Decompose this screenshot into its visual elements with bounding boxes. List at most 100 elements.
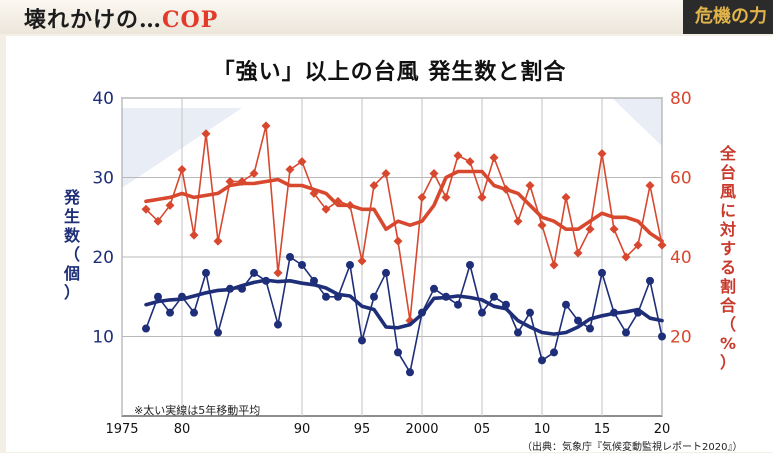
ratio-point [573, 248, 583, 258]
x-tick-label: 90 [294, 422, 311, 437]
count-point [190, 308, 198, 317]
x-tick-label: 05 [474, 422, 491, 437]
x-tick-label: 95 [354, 422, 371, 437]
count-point [154, 292, 162, 301]
right-tick-label: 80 [670, 89, 692, 109]
count-point [550, 348, 558, 357]
ratio-point [633, 240, 643, 250]
ratio-point [369, 180, 379, 190]
count-point [382, 268, 390, 277]
count-point [646, 276, 654, 285]
count-point [430, 284, 438, 293]
ratio-point [489, 153, 499, 163]
count-point [562, 300, 570, 309]
count-point [454, 300, 462, 309]
ratio-point [273, 268, 283, 278]
ratio-point [645, 180, 655, 190]
count-point [526, 308, 534, 317]
x-tick-label: 10 [534, 422, 551, 437]
headline: 壊れかけの…COP [24, 2, 218, 34]
ratio-point [357, 256, 367, 266]
x-tick-label: 80 [174, 422, 191, 437]
backdrop-shape [612, 98, 662, 146]
chart-title: 「強い」以上の台風 発生数と割合 [212, 60, 567, 85]
ratio-point [417, 192, 427, 202]
ratio-point [477, 192, 487, 202]
headline-main: 壊れかけの… [24, 7, 163, 33]
ratio-point [465, 157, 475, 167]
count-point [274, 320, 282, 329]
typhoon-chart: 1975 80 90 95 2000 05 10 15 20 10 20 30 40 20 40 60 80 [92, 89, 692, 437]
ratio-point [321, 204, 331, 214]
count-point [658, 332, 666, 341]
headline-accent: COP [162, 7, 219, 33]
ratio-point [657, 240, 667, 250]
ratio-point [213, 236, 223, 246]
ratio-point [597, 149, 607, 159]
count-point [622, 328, 630, 337]
x-tick-label: 1975 [105, 422, 138, 437]
count-point [202, 268, 210, 277]
count-point [346, 260, 354, 269]
count-point [490, 292, 498, 301]
annual-series-line [145, 256, 663, 374]
chart-note: ※太い実線は5年移動平均 [134, 404, 261, 417]
ratio-point [441, 192, 451, 202]
count-point [370, 292, 378, 301]
count-point [586, 324, 594, 333]
right-axis-label: 全台風に対する割合（%） [719, 144, 737, 372]
ratio-point [153, 216, 163, 226]
count-point [574, 316, 582, 325]
count-point [214, 328, 222, 337]
ratio-point [621, 252, 631, 262]
ratio-point [561, 192, 571, 202]
moving-average-line [144, 278, 664, 336]
count-point [298, 260, 306, 269]
left-tick-label: 20 [92, 248, 114, 268]
chart-source: （出典：気象庁『気候変動監視レポート2020』） [522, 442, 743, 453]
count-point [286, 253, 294, 261]
count-point [166, 308, 174, 317]
corner-banner [683, 0, 773, 34]
ratio-point [537, 220, 547, 230]
count-point [514, 328, 522, 337]
count-point [394, 348, 402, 357]
ratio-point [393, 236, 403, 246]
ratio-point [177, 165, 187, 175]
x-tick-label: 20 [654, 422, 671, 437]
ratio-point [189, 230, 199, 240]
count-point [478, 308, 486, 317]
ratio-point [381, 169, 391, 179]
ratio-point [141, 204, 151, 214]
ratio-point [453, 151, 463, 161]
ratio-point [165, 200, 175, 210]
right-tick-label: 60 [670, 169, 692, 189]
ratio-point [201, 129, 211, 139]
right-tick-label: 40 [670, 248, 692, 268]
ratio-point [549, 260, 559, 270]
count-point [538, 356, 546, 365]
right-tick-label: 20 [670, 328, 692, 348]
count-point [406, 368, 414, 377]
count-point [250, 268, 258, 277]
count-point [598, 268, 606, 277]
ratio-point [429, 169, 439, 179]
moving-average-line [144, 169, 664, 243]
count-point [466, 260, 474, 269]
ratio-point [249, 169, 259, 179]
ratio-point [525, 180, 535, 190]
x-tick-label: 2000 [405, 422, 438, 437]
count-point [142, 324, 150, 333]
left-tick-label: 40 [92, 89, 114, 109]
ratio-point [585, 224, 595, 234]
x-tick-label: 15 [594, 422, 611, 437]
ratio-point [609, 224, 619, 234]
chart-panel: 「強い」以上の台風 発生数と割合 1975 80 90 95 2000 05 10 15 20 1… [6, 36, 773, 453]
count-point [322, 292, 330, 301]
ratio-point [297, 157, 307, 167]
count-point [358, 336, 366, 345]
ratio-point [513, 216, 523, 226]
left-tick-label: 10 [92, 328, 114, 348]
corner-text: 危機の力 [695, 6, 767, 27]
left-tick-label: 30 [92, 169, 114, 189]
